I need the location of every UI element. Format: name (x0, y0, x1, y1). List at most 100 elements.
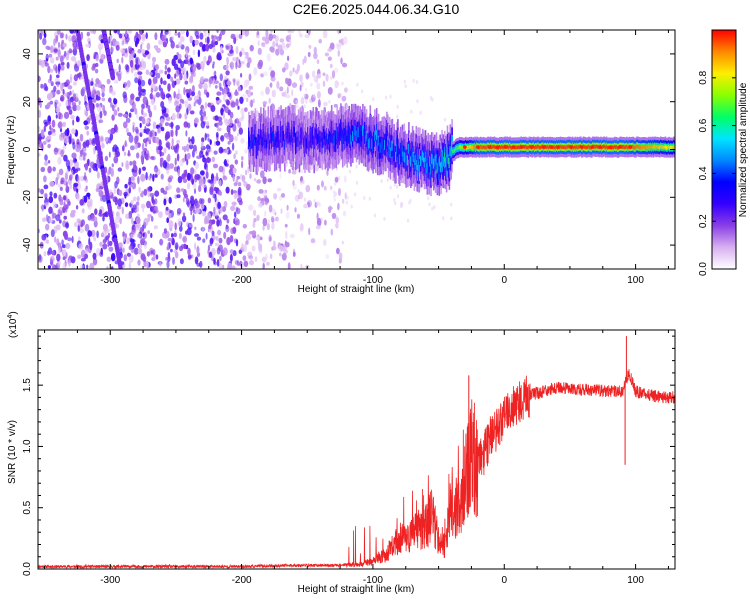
noise-speckle (224, 88, 227, 97)
noise-speckle (80, 249, 86, 258)
noise-speckle (450, 216, 453, 221)
noise-speckle (157, 39, 163, 45)
x-tick-label: -200 (232, 575, 252, 586)
noise-speckle (134, 126, 139, 133)
noise-speckle (253, 209, 257, 216)
x-tick-label: -300 (100, 275, 120, 286)
noise-speckle (206, 121, 210, 127)
noise-speckle (289, 38, 292, 47)
noise-speckle (353, 192, 357, 197)
noise-speckle (383, 216, 386, 221)
noise-speckle (333, 103, 338, 108)
noise-speckle (396, 194, 400, 199)
noise-speckle (235, 150, 238, 155)
noise-speckle (226, 80, 232, 86)
tone-band-cell (344, 125, 347, 136)
tone-band-cell (364, 135, 367, 146)
noise-speckle (196, 174, 201, 181)
noise-speckle (47, 121, 51, 125)
tone-band-cell (584, 145, 587, 149)
noise-speckle (40, 188, 44, 195)
noise-speckle (155, 46, 159, 51)
noise-speckle (68, 136, 72, 145)
noise-speckle (249, 44, 254, 52)
noise-speckle (63, 111, 70, 119)
noise-speckle (268, 204, 273, 213)
noise-speckle (142, 112, 148, 118)
noise-speckle (230, 33, 236, 39)
noise-speckle (207, 102, 212, 108)
noise-speckle (330, 185, 333, 191)
noise-speckle (95, 62, 99, 68)
noise-speckle (443, 117, 447, 122)
y-tick-label: -20 (22, 190, 33, 205)
tone-band-cell (440, 162, 442, 173)
noise-speckle (292, 179, 295, 186)
tone-peak-dot (488, 145, 492, 149)
noise-speckle (72, 141, 76, 150)
tone-band-cell (533, 144, 535, 149)
noise-speckle (100, 247, 103, 255)
noise-speckle (334, 192, 338, 196)
tone-band-cell (651, 144, 654, 149)
noise-speckle (238, 127, 243, 135)
noise-speckle (158, 84, 162, 92)
noise-speckle (53, 147, 59, 156)
noise-speckle (291, 170, 297, 175)
tone-band-cell (253, 135, 256, 146)
tone-band-cell (494, 145, 497, 150)
noise-speckle (289, 233, 295, 239)
tone-band-cell (455, 147, 457, 151)
tone-band-cell (280, 127, 282, 137)
noise-speckle (278, 245, 284, 252)
noise-speckle (43, 251, 47, 257)
tone-band-cell (481, 145, 484, 150)
noise-speckle (84, 125, 87, 131)
noise-speckle (316, 73, 322, 79)
noise-speckle (174, 73, 177, 79)
tone-band-cell (295, 138, 297, 149)
noise-speckle (404, 84, 407, 89)
tone-band-cell (296, 137, 298, 148)
noise-speckle (38, 188, 41, 193)
noise-speckle (171, 113, 176, 121)
noise-speckle (92, 258, 98, 266)
noise-speckle (72, 81, 77, 86)
noise-speckle (271, 246, 274, 251)
noise-speckle (208, 251, 213, 258)
tone-band-cell (397, 141, 399, 151)
noise-speckle (182, 67, 187, 74)
tone-band-cell (432, 158, 435, 169)
noise-speckle (338, 187, 341, 197)
noise-speckle (124, 233, 128, 239)
noise-speckle (225, 225, 230, 233)
tone-band-cell (622, 145, 624, 149)
tone-band-cell (673, 145, 675, 150)
noise-speckle (104, 228, 110, 233)
noise-speckle (40, 166, 46, 173)
tone-band-cell (439, 156, 441, 167)
tone-band-cell (412, 152, 415, 163)
noise-speckle (47, 130, 52, 136)
tone-band-cell (366, 138, 369, 149)
noise-speckle (125, 48, 128, 54)
noise-speckle (186, 158, 189, 166)
noise-speckle (84, 223, 90, 232)
noise-speckle (182, 235, 188, 243)
noise-speckle (65, 79, 70, 86)
noise-speckle (68, 109, 73, 115)
noise-speckle (243, 243, 247, 252)
noise-speckle (140, 253, 146, 261)
tone-band-cell (384, 139, 386, 150)
noise-speckle (442, 216, 445, 221)
noise-speckle (150, 87, 154, 94)
noise-speckle (194, 30, 199, 38)
noise-speckle (89, 262, 95, 269)
noise-speckle (215, 131, 219, 138)
noise-speckle (168, 242, 171, 249)
noise-speckle (163, 113, 169, 118)
noise-speckle (236, 33, 239, 41)
tone-band-cell (536, 144, 539, 149)
noise-speckle (122, 231, 125, 238)
tone-band-cell (381, 138, 384, 149)
